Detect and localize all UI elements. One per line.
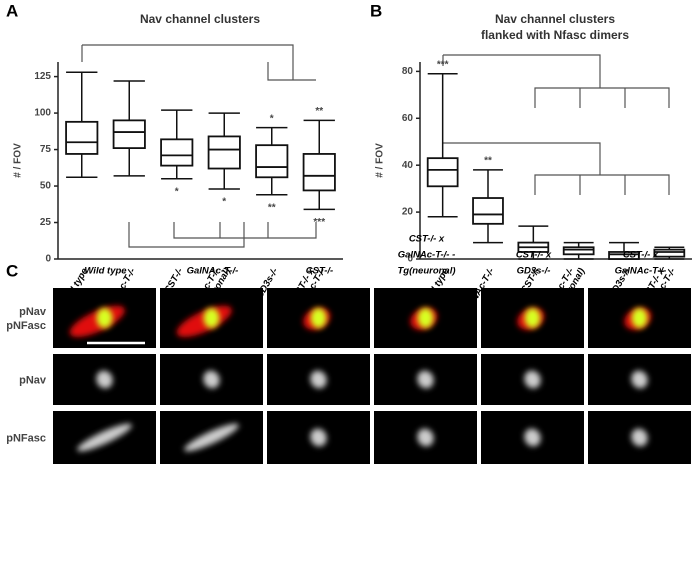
- y-axis-label: # / FOV: [375, 143, 386, 178]
- signal: [96, 370, 113, 389]
- pnav-signal: [203, 308, 220, 328]
- chart-title: flanked with Nfasc dimers: [481, 28, 629, 42]
- significance: **: [484, 156, 492, 167]
- y-tick-label: 80: [402, 66, 414, 77]
- y-tick-label: 100: [34, 108, 51, 119]
- box: [112, 119, 146, 149]
- box: [65, 120, 99, 155]
- box: [302, 153, 336, 192]
- signal: [631, 428, 648, 447]
- signal: [524, 428, 541, 447]
- brackets-b: [442, 54, 670, 195]
- column-header: CST-/- x: [623, 250, 659, 261]
- significance: ***: [437, 59, 449, 70]
- y-tick-label: 40: [402, 160, 414, 171]
- significance: *: [175, 186, 179, 197]
- y-tick-label: 50: [40, 181, 52, 192]
- box: [255, 144, 289, 179]
- chart-title: Nav channel clusters: [140, 12, 260, 26]
- significance: ***: [313, 217, 325, 228]
- column-header: CST-/-: [306, 266, 333, 277]
- signal: [631, 370, 648, 389]
- signal: [524, 370, 541, 389]
- box: [562, 246, 595, 256]
- significance: **: [315, 106, 323, 117]
- pnav-signal: [524, 308, 541, 328]
- column-header: GalNAc-T-/-: [187, 266, 239, 277]
- signal: [417, 428, 434, 447]
- column-header: Tg(neuronal): [397, 266, 455, 277]
- column-header: GalNAc-T-/- -: [398, 250, 456, 261]
- panel-label: B: [370, 1, 382, 20]
- signal: [77, 423, 132, 452]
- y-tick-label: 0: [407, 254, 413, 265]
- row-label: pNFasc: [6, 432, 46, 444]
- y-tick-label: 60: [402, 113, 414, 124]
- y-tick-label: 125: [34, 71, 51, 82]
- column-header: GD3s-/-: [517, 266, 551, 277]
- box: [472, 197, 504, 225]
- signal: [203, 370, 220, 389]
- column-header: CST-/- x: [516, 250, 552, 261]
- pnav-signal: [96, 308, 113, 328]
- signal: [184, 423, 239, 452]
- significance: *: [270, 113, 274, 124]
- signal: [310, 428, 327, 447]
- row-label: pNav: [19, 374, 47, 386]
- y-tick-label: 75: [40, 144, 52, 155]
- column-header: CST-/- x: [409, 234, 445, 245]
- pnav-signal: [417, 308, 434, 328]
- box: [653, 248, 686, 258]
- chart-title: Nav channel clusters: [495, 12, 615, 26]
- box: [207, 135, 241, 170]
- signal: [417, 370, 434, 389]
- row-label: pNFasc: [6, 320, 46, 332]
- box: [608, 251, 640, 260]
- brackets-a: [81, 44, 317, 248]
- y-axis-label: # / FOV: [13, 143, 24, 178]
- column-header: GalNAc-T-/-: [615, 266, 667, 277]
- box: [426, 157, 459, 188]
- pnav-signal: [310, 308, 327, 328]
- y-tick-label: 20: [402, 207, 414, 218]
- panel-label: C: [6, 261, 18, 280]
- row-label: pNav: [19, 306, 47, 318]
- box: [160, 138, 194, 167]
- y-tick-label: 0: [45, 254, 51, 265]
- column-header: Wild type: [84, 266, 127, 277]
- signal: [310, 370, 327, 389]
- significance: **: [268, 202, 276, 213]
- pnav-signal: [631, 308, 648, 328]
- panel-label: A: [6, 1, 18, 20]
- significance: *: [222, 197, 226, 208]
- y-tick-label: 25: [40, 217, 52, 228]
